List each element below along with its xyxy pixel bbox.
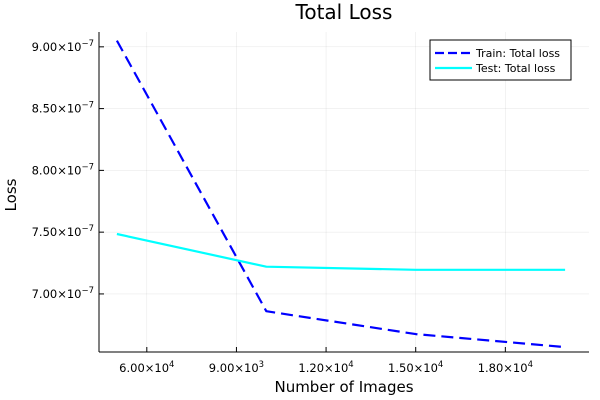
y-axis-label: Loss [2, 178, 20, 211]
y-tick-label: 8.00×10−7 [32, 162, 94, 177]
legend: Train: Total loss Test: Total loss [429, 39, 572, 81]
x-axis-label: Number of Images [274, 378, 413, 396]
series-line-train [115, 40, 566, 349]
x-axis-ticks: 6.00×104 9.00×103 1.20×104 1.50×104 1.80×104 [119, 347, 533, 375]
plot-frame [98, 32, 589, 353]
legend-label: Train: Total loss [475, 47, 560, 60]
y-tick-label: 7.50×10−7 [32, 224, 94, 239]
y-tick-label: 7.00×10−7 [32, 286, 94, 301]
y-tick-label: 8.50×10−7 [32, 101, 94, 116]
legend-label: Test: Total loss [475, 62, 556, 75]
x-tick-label: 1.50×104 [388, 360, 443, 375]
x-tick-label: 6.00×104 [119, 360, 174, 375]
legend-box [429, 39, 572, 81]
y-axis-ticks: 7.00×10−7 7.50×10−7 8.00×10−7 8.50×10−7 9.00… [32, 39, 104, 301]
chart-title: Total Loss [295, 0, 393, 24]
x-tick-label: 1.20×104 [298, 360, 353, 375]
series-lines [115, 40, 566, 349]
y-tick-label: 9.00×10−7 [32, 39, 94, 54]
x-tick-label: 1.80×104 [478, 360, 533, 375]
x-tick-label: 9.00×103 [209, 360, 264, 375]
series-line-test [116, 232, 566, 271]
